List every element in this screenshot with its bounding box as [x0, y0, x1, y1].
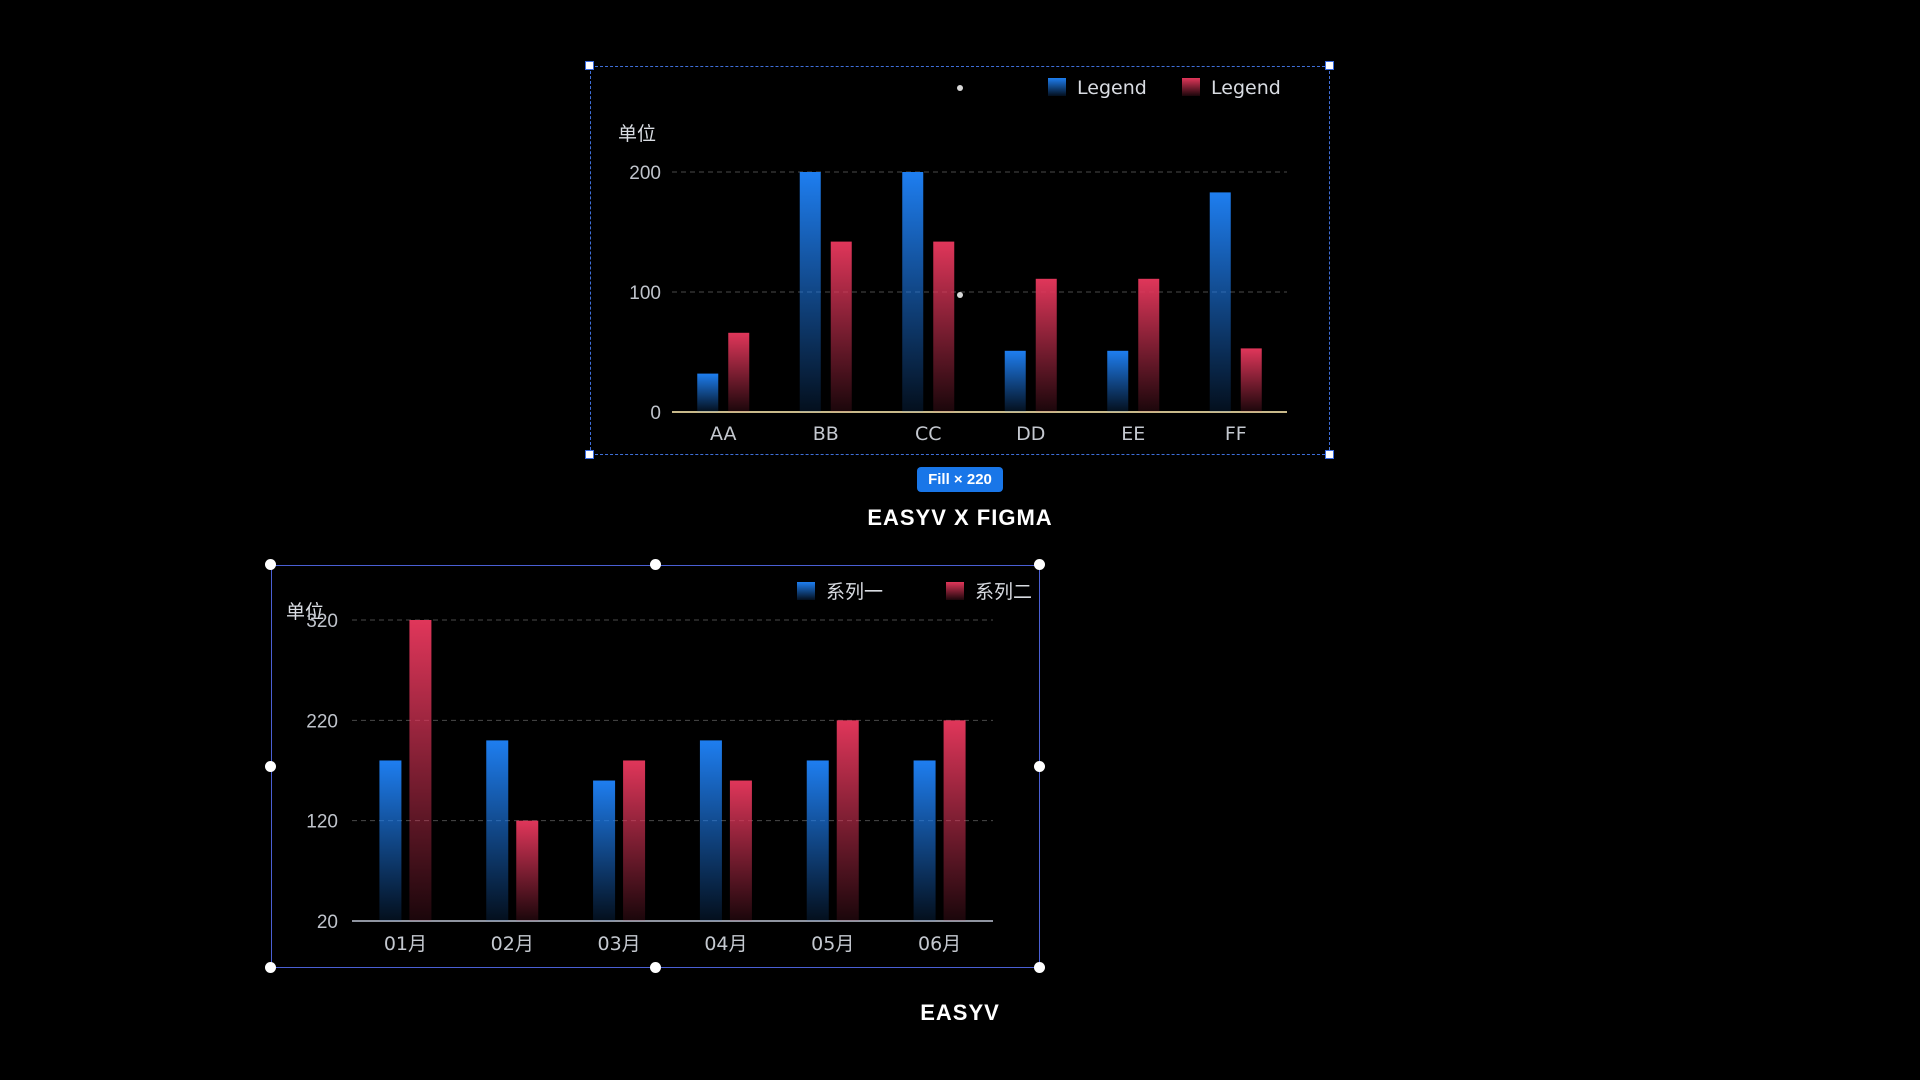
bar-EE-series2	[1138, 278, 1160, 412]
legend-label: 系列一	[826, 581, 883, 603]
bar-BB-series2	[830, 241, 852, 412]
y-tick-label: 320	[306, 611, 338, 632]
legend-label: Legend	[1211, 77, 1281, 99]
resize-handle-middle-left[interactable]	[265, 761, 276, 772]
resize-handle-bottom-left[interactable]	[585, 450, 594, 459]
bar-03月-series2	[623, 760, 646, 921]
bar-AA-series1	[697, 373, 719, 412]
legend-swatch	[1182, 78, 1200, 96]
bar-02月-series2	[516, 820, 539, 921]
bar-BB-series1	[799, 172, 821, 412]
legend-label: Legend	[1077, 77, 1147, 99]
y-tick-label: 120	[306, 812, 338, 833]
y-tick-label: 220	[306, 711, 338, 732]
unit-label: 单位	[286, 601, 324, 623]
caption-easyv-x-figma: EASYV X FIGMA	[867, 505, 1053, 530]
x-tick-label: 03月	[597, 933, 640, 955]
unit-label: 单位	[618, 123, 656, 145]
resize-handle-middle-right[interactable]	[1034, 761, 1045, 772]
center-marker-dot	[957, 292, 963, 298]
y-tick-label: 200	[629, 163, 661, 184]
bar-04月-series1	[699, 740, 722, 921]
resize-handle-bottom-right[interactable]	[1034, 962, 1045, 973]
resize-handle-top-middle[interactable]	[650, 559, 661, 570]
resize-handle-top-right[interactable]	[1325, 61, 1334, 70]
x-tick-label: 01月	[384, 933, 427, 955]
resize-handle-bottom-right[interactable]	[1325, 450, 1334, 459]
x-tick-label: 04月	[704, 933, 747, 955]
legend-label: 系列二	[975, 581, 1032, 603]
bar-DD-series1	[1004, 350, 1026, 412]
bar-01月-series1	[379, 760, 402, 921]
bar-FF-series2	[1240, 348, 1262, 412]
y-tick-label: 20	[317, 912, 338, 933]
bar-EE-series1	[1107, 350, 1129, 412]
bar-06月-series1	[913, 760, 936, 921]
bar-CC-series2	[933, 241, 955, 412]
y-tick-label: 100	[629, 283, 661, 304]
bar-CC-series1	[902, 172, 924, 412]
bar-01月-series2	[409, 620, 432, 921]
x-tick-label: 02月	[491, 933, 534, 955]
legend-swatch	[1048, 78, 1066, 96]
bar-06月-series2	[943, 720, 966, 921]
bar-DD-series2	[1035, 278, 1057, 412]
resize-handle-top-left[interactable]	[585, 61, 594, 70]
bar-05月-series2	[836, 720, 859, 921]
x-tick-label: AA	[710, 423, 737, 445]
resize-handle-bottom-left[interactable]	[265, 962, 276, 973]
x-tick-label: DD	[1016, 423, 1045, 445]
chart-top-frame[interactable]	[590, 66, 1330, 455]
y-tick-label: 0	[650, 403, 661, 424]
resize-handle-top-right[interactable]	[1034, 559, 1045, 570]
caption-easyv: EASYV	[920, 1000, 1000, 1025]
bar-03月-series1	[593, 780, 616, 921]
x-tick-label: EE	[1121, 423, 1145, 445]
x-tick-label: CC	[915, 423, 942, 445]
bar-FF-series1	[1209, 192, 1231, 412]
x-tick-label: FF	[1225, 423, 1247, 445]
center-marker-dot	[957, 85, 963, 91]
x-tick-label: BB	[813, 423, 839, 445]
x-tick-label: 05月	[811, 933, 854, 955]
bar-05月-series1	[806, 760, 829, 921]
resize-handle-top-left[interactable]	[265, 559, 276, 570]
bar-AA-series2	[728, 332, 750, 412]
x-tick-label: 06月	[918, 933, 961, 955]
legend-swatch	[797, 582, 815, 600]
resize-handle-bottom-middle[interactable]	[650, 962, 661, 973]
legend-swatch	[946, 582, 964, 600]
bar-04月-series2	[729, 780, 752, 921]
bar-02月-series1	[486, 740, 509, 921]
fill-size-badge: Fill × 220	[917, 467, 1003, 492]
